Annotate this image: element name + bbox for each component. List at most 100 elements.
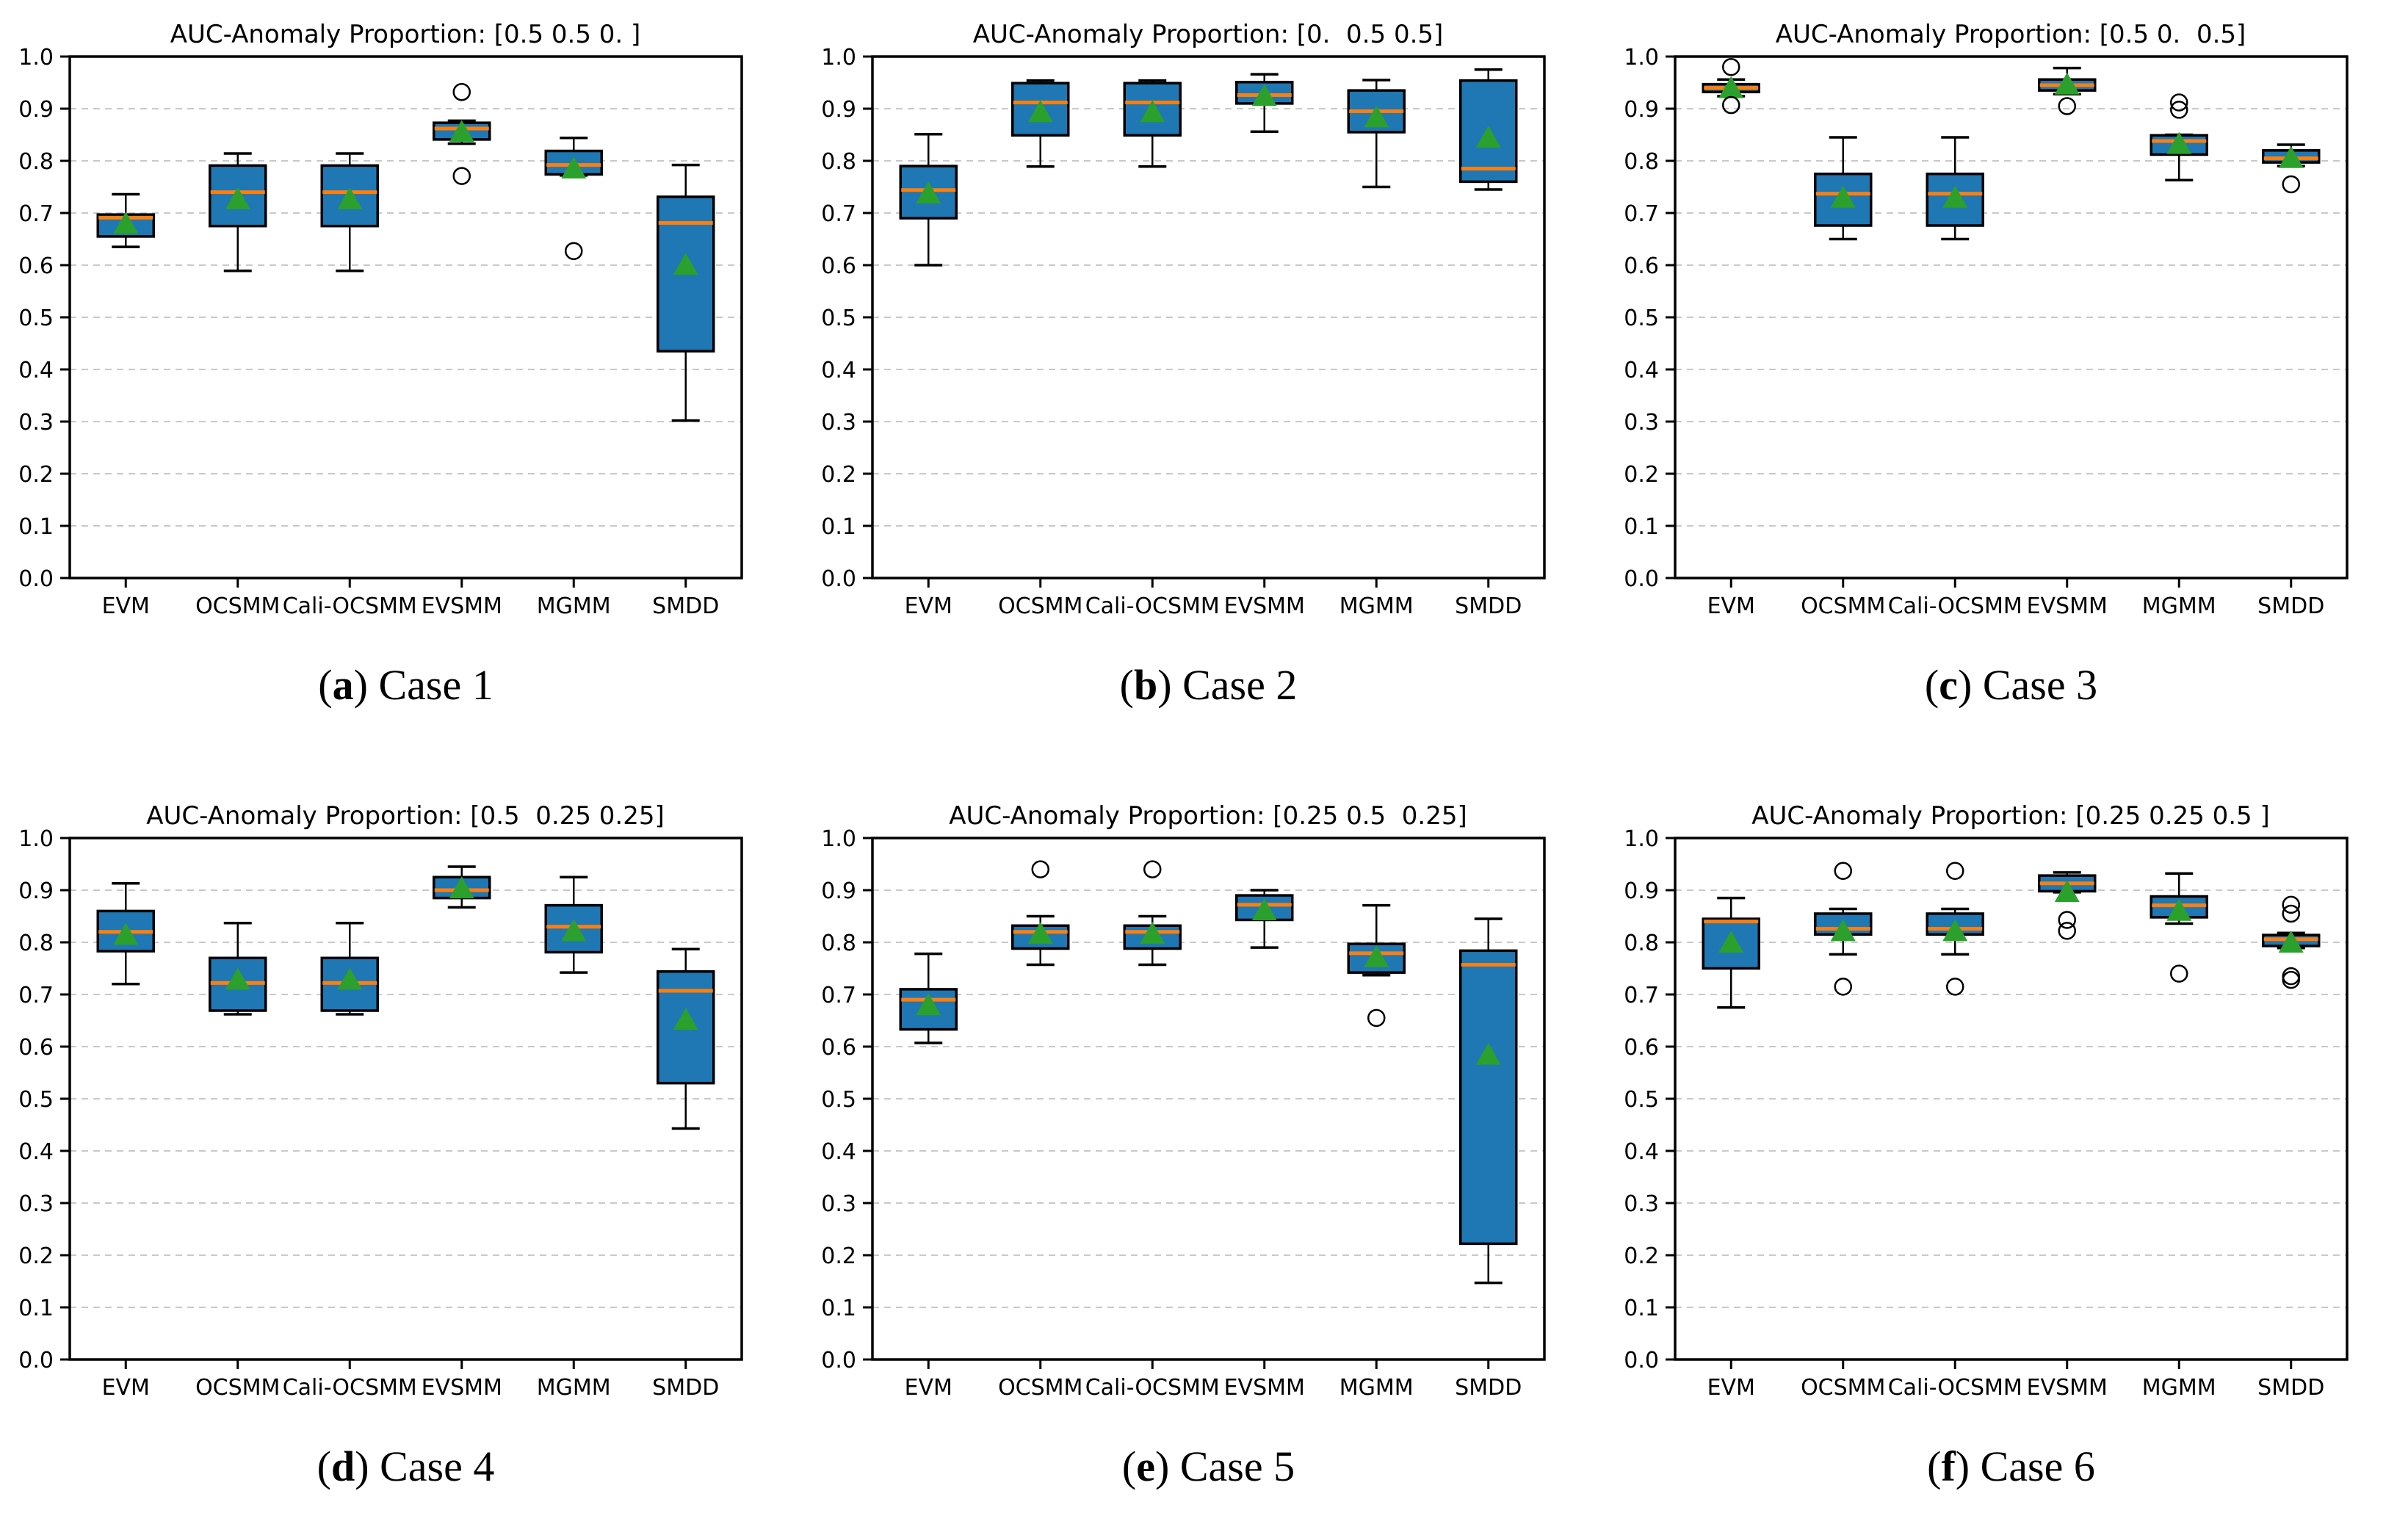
- outlier-marker: [1834, 978, 1852, 996]
- x-tick-label: EVSMM: [2027, 1375, 2108, 1401]
- x-tick-label: MGMM: [537, 593, 611, 619]
- x-tick-label: Cali-OCSMM: [1888, 593, 2022, 619]
- x-tick-label: OCSMM: [1801, 1375, 1885, 1401]
- mean-marker: [1475, 126, 1501, 148]
- mean-marker: [449, 120, 474, 142]
- y-tick-label: 0.4: [821, 358, 856, 383]
- box-SMDD: [1459, 68, 1518, 191]
- x-tick-label: EVM: [1707, 593, 1755, 619]
- outlier-marker: [1946, 862, 1964, 880]
- box-EVSMM: [1235, 889, 1294, 949]
- x-tick-label: Cali-OCSMM: [1085, 593, 1220, 619]
- mean-marker: [1251, 898, 1277, 920]
- box-OCSMM: [1011, 860, 1070, 967]
- mean-marker: [2166, 898, 2192, 921]
- mean-marker: [1364, 945, 1389, 967]
- boxplot-canvas-b: AUC-Anomaly Proportion: [0. 0.5 0.5] 0.0…: [821, 20, 1546, 619]
- x-tick-label: EVM: [905, 593, 952, 619]
- mean-marker: [1027, 100, 1053, 123]
- box-SMDD: [657, 947, 715, 1130]
- plot-area: 0.0 0.1 0.2 0.3 0.4 0.5 0.6 0.7 0.8 0.9 1.0 EVM OCSM…: [18, 826, 743, 1401]
- y-tick-label: 0.0: [1624, 566, 1659, 592]
- y-tick-label: 1.0: [821, 45, 856, 71]
- x-tick-label: SMDD: [2257, 593, 2324, 619]
- outlier-marker: [2282, 904, 2300, 923]
- y-tick-label: 0.3: [1624, 410, 1659, 436]
- subplot-a: AUC-Anomaly Proportion: [0.5 0.5 0. ] 0.…: [0, 0, 803, 709]
- y-tick-label: 0.0: [821, 566, 856, 592]
- plot-title-d: AUC-Anomaly Proportion: [0.5 0.25 0.25]: [146, 801, 664, 831]
- y-tick-label: 0.7: [1624, 983, 1659, 1008]
- outlier-marker: [2282, 895, 2300, 914]
- boxplot-canvas-f: AUC-Anomaly Proportion: [0.25 0.25 0.5 ]…: [1624, 801, 2349, 1401]
- outlier-marker: [1722, 57, 1740, 76]
- mean-marker: [1942, 919, 1968, 942]
- axes-border: [1674, 55, 2349, 579]
- y-tick-label: 0.6: [1624, 1035, 1659, 1061]
- box-MGMM: [2150, 93, 2208, 182]
- y-tick-label: 0.7: [821, 983, 856, 1008]
- boxplot-canvas-c: AUC-Anomaly Proportion: [0.5 0. 0.5] 0.0…: [1624, 20, 2349, 619]
- box-EVSMM: [2038, 66, 2097, 115]
- y-tick-label: 0.2: [18, 462, 54, 488]
- x-tick-label: EVSMM: [422, 1375, 502, 1401]
- subplot-c: AUC-Anomaly Proportion: [0.5 0. 0.5] 0.0…: [1605, 0, 2408, 709]
- iqr-box: [1459, 949, 1518, 1246]
- outlier-marker: [2282, 175, 2300, 194]
- box-SMDD: [2262, 143, 2321, 194]
- x-tick-label: SMDD: [1455, 1375, 1522, 1401]
- subplot-row-bottom: AUC-Anomaly Proportion: [0.5 0.25 0.25] …: [0, 781, 2408, 1490]
- box-SMDD: [1459, 917, 1518, 1285]
- mean-marker: [1942, 185, 1968, 208]
- y-tick-label: 0.1: [18, 1296, 54, 1321]
- y-tick-label: 0.9: [1624, 97, 1659, 123]
- x-tick-label: SMDD: [652, 593, 719, 619]
- mean-marker: [561, 919, 587, 942]
- y-tick-label: 0.4: [821, 1139, 856, 1165]
- y-tick-label: 0.6: [18, 253, 54, 279]
- y-tick-label: 0.1: [1624, 514, 1659, 540]
- y-tick-label: 0.5: [821, 306, 856, 331]
- mean-marker: [449, 876, 474, 899]
- box-Cali-OCSMM: [320, 921, 379, 1016]
- y-tick-label: 0.3: [18, 410, 54, 436]
- plot-title-c: AUC-Anomaly Proportion: [0.5 0. 0.5]: [1776, 20, 2246, 49]
- plot-area: 0.0 0.1 0.2 0.3 0.4 0.5 0.6 0.7 0.8 0.9 1.0 EVM OCSM…: [1624, 826, 2349, 1401]
- outlier-marker: [2170, 93, 2188, 112]
- plot-title-a: AUC-Anomaly Proportion: [0.5 0.5 0. ]: [170, 20, 641, 49]
- x-tick-label: SMDD: [1455, 593, 1522, 619]
- box-Cali-OCSMM: [1926, 136, 1984, 241]
- y-tick-label: 0.8: [1624, 931, 1659, 956]
- plot-area: 0.0 0.1 0.2 0.3 0.4 0.5 0.6 0.7 0.8 0.9 1.0 EVM OCSM…: [821, 45, 1546, 619]
- box-Cali-OCSMM: [1123, 79, 1182, 168]
- outlier-marker: [2058, 97, 2076, 115]
- x-tick-label: OCSMM: [195, 1375, 280, 1401]
- x-tick-label: EVM: [1707, 1375, 1755, 1401]
- y-tick-label: 1.0: [18, 826, 54, 852]
- y-tick-label: 0.6: [1624, 253, 1659, 279]
- y-tick-label: 0.1: [18, 514, 54, 540]
- outlier-marker: [2282, 967, 2300, 986]
- plot-title-f: AUC-Anomaly Proportion: [0.25 0.25 0.5 ]: [1751, 801, 2269, 831]
- y-tick-label: 0.0: [18, 1348, 54, 1373]
- x-tick-label: EVSMM: [2027, 593, 2108, 619]
- plot-title-e: AUC-Anomaly Proportion: [0.25 0.5 0.25]: [949, 801, 1467, 831]
- y-tick-label: 0.9: [18, 97, 54, 123]
- y-tick-label: 0.3: [1624, 1191, 1659, 1217]
- x-tick-label: EVM: [102, 1375, 150, 1401]
- y-tick-label: 0.7: [1624, 201, 1659, 227]
- x-tick-label: MGMM: [1339, 593, 1414, 619]
- y-tick-label: 0.8: [18, 931, 54, 956]
- y-tick-label: 0.5: [18, 1087, 54, 1113]
- y-tick-label: 0.7: [821, 201, 856, 227]
- box-Cali-OCSMM: [1123, 860, 1182, 967]
- x-tick-label: EVSMM: [1224, 593, 1305, 619]
- y-tick-label: 0.5: [821, 1087, 856, 1113]
- plot-title-b: AUC-Anomaly Proportion: [0. 0.5 0.5]: [973, 20, 1444, 49]
- x-tick-label: MGMM: [2142, 1375, 2216, 1401]
- box-MGMM: [544, 137, 603, 261]
- x-tick-label: OCSMM: [998, 1375, 1082, 1401]
- y-tick-label: 0.6: [18, 1035, 54, 1061]
- mean-marker: [337, 187, 363, 209]
- y-tick-label: 0.3: [821, 410, 856, 436]
